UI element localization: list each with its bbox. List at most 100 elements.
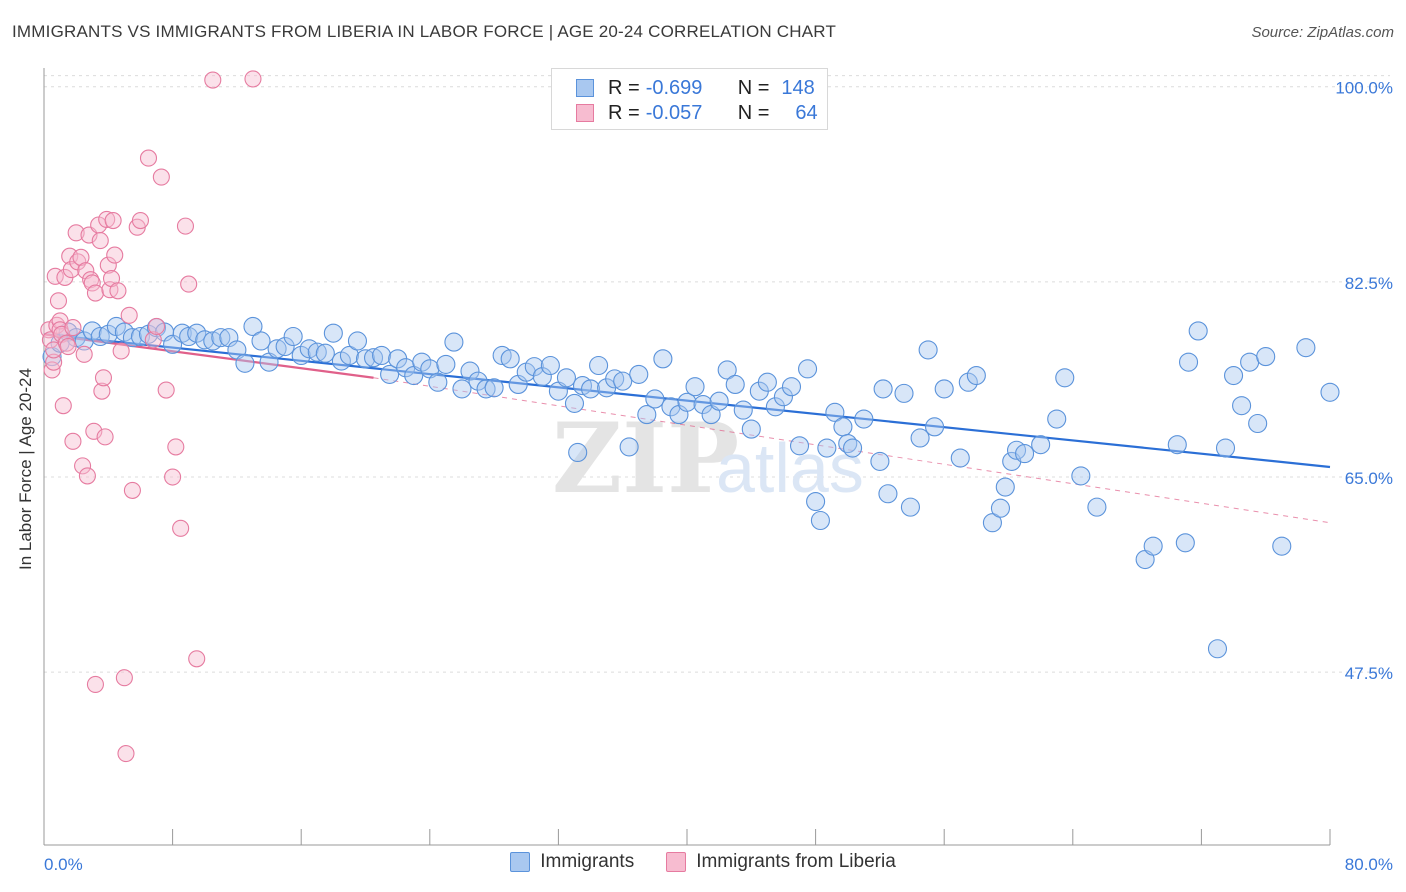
point-immigrants	[355, 349, 376, 369]
n-label: N =	[737, 76, 770, 99]
point-immigrants	[275, 336, 295, 357]
point-liberia	[94, 369, 113, 387]
legend-swatch-pink	[666, 852, 687, 872]
axes	[43, 68, 1331, 846]
legend-label: Immigrants	[540, 851, 635, 872]
source-label: Source: ZipAtlas.com	[1251, 24, 1394, 41]
n-label: N =	[737, 101, 770, 124]
point-immigrants	[661, 397, 681, 417]
y-tick-label: 65.0%	[1345, 469, 1393, 488]
point-immigrants	[532, 367, 552, 387]
point-immigrants	[629, 364, 649, 384]
legend-swatch-blue	[510, 852, 531, 872]
point-liberia	[54, 397, 72, 415]
point-immigrants	[741, 419, 761, 439]
point-liberia	[75, 345, 93, 363]
point-immigrants	[98, 324, 118, 344]
stats-row-immigrants: R = -0.699 N = 148	[576, 76, 815, 100]
point-immigrants	[693, 394, 713, 415]
point-immigrants	[372, 345, 392, 366]
point-immigrants	[1031, 435, 1051, 455]
point-immigrants	[1087, 497, 1107, 517]
point-liberia	[117, 745, 135, 763]
point-liberia	[109, 282, 127, 300]
point-immigrants	[870, 451, 890, 471]
legend-label: Immigrants from Liberia	[696, 851, 896, 872]
point-immigrants	[412, 352, 432, 372]
r-label: R =	[608, 101, 640, 124]
point-liberia	[83, 274, 101, 292]
point-immigrants	[267, 339, 287, 359]
point-immigrants	[315, 343, 335, 363]
series-liberia	[40, 70, 262, 763]
point-liberia	[64, 432, 82, 450]
r-label: R =	[608, 76, 640, 99]
point-immigrants	[323, 323, 343, 343]
point-immigrants	[1215, 438, 1236, 458]
point-immigrants	[781, 377, 802, 397]
point-liberia	[188, 650, 206, 668]
point-liberia	[120, 306, 138, 324]
point-liberia	[176, 217, 195, 235]
point-immigrants	[958, 372, 978, 392]
stats-row-liberia: R = -0.057 N = 64	[576, 101, 818, 125]
point-immigrants	[380, 364, 400, 384]
point-immigrants	[685, 377, 705, 397]
point-immigrants	[243, 316, 263, 337]
point-immigrants	[524, 357, 544, 377]
trendline-liberia	[43, 333, 374, 379]
point-liberia	[72, 248, 90, 266]
point-immigrants	[1320, 382, 1340, 402]
point-liberia	[204, 71, 222, 89]
point-immigrants	[74, 331, 94, 351]
n-value: 148	[781, 76, 815, 99]
point-immigrants	[894, 383, 914, 403]
point-liberia	[139, 149, 158, 167]
point-immigrants	[1015, 444, 1035, 464]
point-liberia	[244, 70, 262, 88]
point-immigrants	[725, 374, 745, 395]
point-immigrants	[235, 353, 255, 373]
point-immigrants	[580, 379, 601, 399]
point-immigrants	[1047, 409, 1067, 429]
legend-item-immigrants[interactable]: Immigrants	[510, 851, 634, 873]
legend-item-liberia[interactable]: Immigrants from Liberia	[666, 851, 896, 873]
point-immigrants	[806, 491, 826, 512]
point-liberia	[180, 275, 198, 293]
point-immigrants	[990, 498, 1011, 518]
point-immigrants	[995, 477, 1015, 497]
point-immigrants	[283, 326, 303, 347]
point-liberia	[147, 317, 166, 336]
point-immigrants	[878, 484, 898, 504]
point-immigrants	[966, 365, 986, 386]
point-immigrants	[291, 345, 311, 366]
point-immigrants	[934, 379, 954, 399]
point-immigrants	[1232, 396, 1252, 416]
trendline-immigrants	[43, 333, 1331, 469]
point-immigrants	[1224, 365, 1244, 386]
y-tick-label: 82.5%	[1345, 274, 1393, 293]
point-liberia	[99, 256, 117, 274]
point-immigrants	[1207, 639, 1228, 659]
x-tick-label: 80.0%	[1345, 855, 1393, 874]
point-immigrants	[798, 359, 818, 379]
legend-swatch-blue	[576, 79, 594, 97]
point-liberia	[49, 292, 68, 310]
point-immigrants	[484, 378, 504, 398]
point-immigrants	[187, 323, 207, 343]
point-liberia	[86, 284, 104, 302]
point-immigrants	[653, 349, 673, 369]
point-liberia	[167, 438, 185, 456]
point-immigrants	[765, 397, 785, 417]
point-immigrants	[1167, 435, 1187, 455]
point-immigrants	[568, 442, 588, 463]
gridlines	[44, 75, 1390, 673]
tick-labels: 47.5% 65.0% 82.5% 100.0% 0.0% 80.0%	[44, 79, 1393, 874]
point-immigrants	[900, 497, 920, 517]
point-immigrants	[613, 371, 633, 391]
point-liberia	[85, 422, 103, 440]
point-immigrants	[817, 438, 837, 458]
point-immigrants	[1188, 321, 1208, 341]
point-immigrants	[717, 360, 737, 380]
